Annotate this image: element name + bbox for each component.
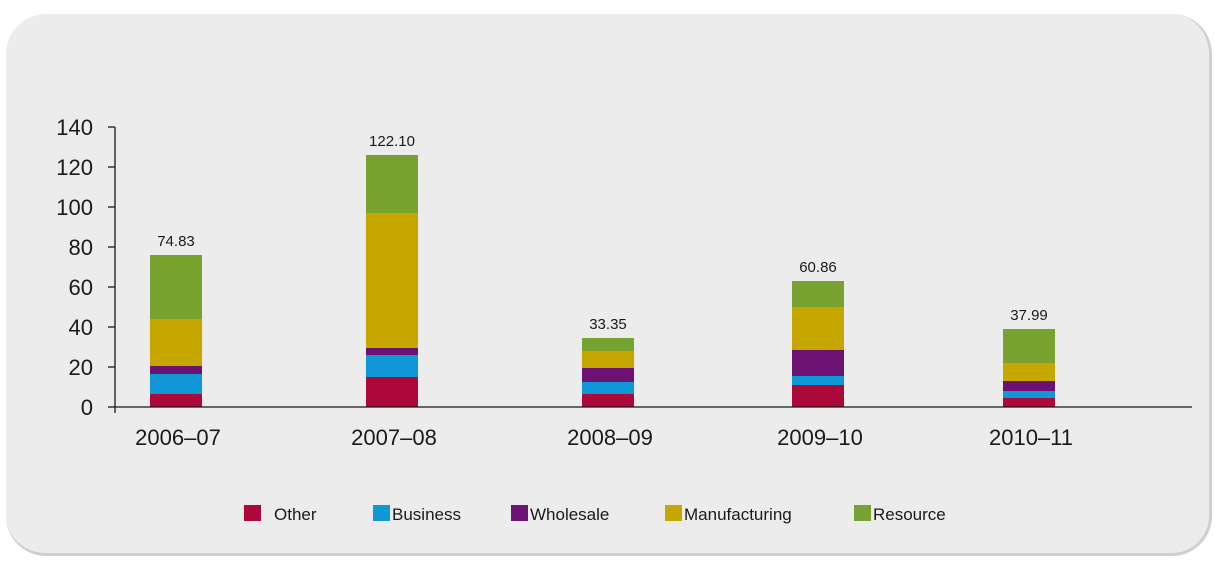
y-tick-label: 120	[56, 155, 93, 180]
bar-total-label: 37.99	[1010, 307, 1048, 324]
bar-segment-business-3	[792, 376, 844, 385]
bar-segment-business-4	[1003, 391, 1055, 398]
legend-swatch-wholesale	[511, 505, 528, 521]
bar-segment-manufacturing-0	[150, 319, 202, 366]
y-tick-label: 60	[69, 275, 93, 300]
legend-swatch-resource	[854, 505, 871, 521]
bar-segment-other-2	[582, 394, 634, 407]
bar-segment-resource-0	[150, 255, 202, 319]
bar-segment-manufacturing-3	[792, 307, 844, 350]
bar-segment-wholesale-1	[366, 348, 418, 355]
legend-swatch-business	[373, 505, 390, 521]
legend-swatch-manufacturing	[665, 505, 682, 521]
legend-label-business: Business	[392, 505, 461, 524]
bar-total-label: 122.10	[369, 133, 415, 150]
y-tick-label: 0	[81, 395, 93, 420]
bar-segment-business-2	[582, 382, 634, 394]
bar-segment-wholesale-4	[1003, 381, 1055, 391]
bar-segment-business-0	[150, 374, 202, 394]
x-tick-label: 2007–08	[351, 425, 437, 450]
bar-segment-resource-1	[366, 155, 418, 213]
y-tick-label: 40	[69, 315, 93, 340]
bar-segment-other-0	[150, 394, 202, 407]
bar-segment-business-1	[366, 355, 418, 377]
x-tick-label: 2006–07	[135, 425, 221, 450]
x-tick-label: 2008–09	[567, 425, 653, 450]
bar-segment-wholesale-0	[150, 366, 202, 374]
y-tick-label: 140	[56, 115, 93, 140]
legend-label-wholesale: Wholesale	[530, 505, 609, 524]
bar-segment-resource-3	[792, 281, 844, 307]
bar-segment-resource-2	[582, 338, 634, 351]
bar-segment-other-4	[1003, 398, 1055, 407]
bar-segment-resource-4	[1003, 329, 1055, 363]
legend-label-resource: Resource	[873, 505, 946, 524]
y-tick-label: 80	[69, 235, 93, 260]
bar-segment-wholesale-2	[582, 368, 634, 382]
legend-label-other: Other	[274, 505, 317, 524]
bar-segment-manufacturing-2	[582, 351, 634, 368]
bar-segment-manufacturing-1	[366, 213, 418, 348]
y-tick-label: 100	[56, 195, 93, 220]
x-tick-label: 2010–11	[989, 425, 1073, 450]
legend-label-manufacturing: Manufacturing	[684, 505, 792, 524]
legend-swatch-other	[244, 505, 261, 521]
x-tick-label: 2009–10	[777, 425, 863, 450]
chart-panel	[6, 14, 1212, 556]
bar-total-label: 33.35	[589, 316, 627, 333]
bar-total-label: 74.83	[157, 233, 195, 250]
y-tick-label: 20	[69, 355, 93, 380]
bar-segment-manufacturing-4	[1003, 363, 1055, 381]
bar-segment-wholesale-3	[792, 350, 844, 376]
bar-total-label: 60.86	[799, 259, 837, 276]
bar-segment-other-3	[792, 385, 844, 407]
bar-segment-other-1	[366, 377, 418, 407]
